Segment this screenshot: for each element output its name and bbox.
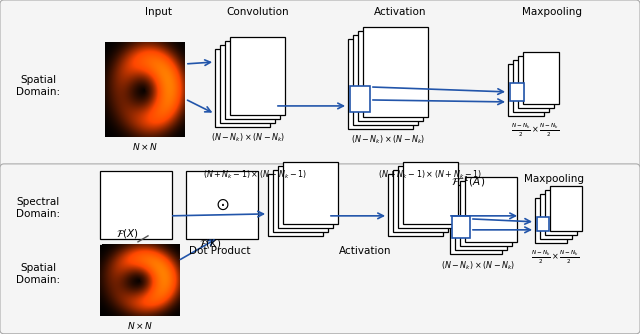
Text: Maxpooling: Maxpooling xyxy=(524,174,584,184)
Bar xyxy=(523,52,559,104)
Text: Spatial
Domain:: Spatial Domain: xyxy=(16,75,60,97)
Bar xyxy=(518,56,554,108)
Bar xyxy=(513,60,549,112)
Bar xyxy=(398,166,453,228)
Bar xyxy=(215,49,270,127)
Bar xyxy=(225,41,280,119)
Text: $(N-N_k)\times(N-N_k)$: $(N-N_k)\times(N-N_k)$ xyxy=(211,132,285,144)
Text: $N\times N$: $N\times N$ xyxy=(132,141,158,152)
Bar xyxy=(353,35,418,125)
Bar xyxy=(388,174,443,236)
Bar xyxy=(450,189,502,254)
Text: $\mathcal{F}(X)$: $\mathcal{F}(X)$ xyxy=(116,227,140,240)
Bar xyxy=(455,185,507,250)
Bar xyxy=(220,45,275,123)
FancyBboxPatch shape xyxy=(0,164,640,334)
Bar xyxy=(545,190,577,235)
Bar xyxy=(537,217,549,231)
Bar xyxy=(393,170,448,232)
Bar xyxy=(100,171,172,239)
Bar xyxy=(186,171,258,239)
Bar xyxy=(283,162,338,224)
Bar xyxy=(460,181,512,246)
Bar xyxy=(452,216,470,238)
Bar xyxy=(230,37,285,115)
Text: Dot Product: Dot Product xyxy=(189,246,251,256)
Text: Input: Input xyxy=(145,7,172,17)
FancyBboxPatch shape xyxy=(0,0,640,170)
Text: Activation: Activation xyxy=(374,7,426,17)
Text: Activation: Activation xyxy=(339,246,391,256)
Text: Maxpooling: Maxpooling xyxy=(522,7,582,17)
Bar xyxy=(540,194,572,239)
Text: Spatial
Domain:: Spatial Domain: xyxy=(16,263,60,285)
Text: $(N+N_k-1)\times(N+N_k-1)$: $(N+N_k-1)\times(N+N_k-1)$ xyxy=(378,169,482,181)
Bar xyxy=(358,31,423,121)
Bar xyxy=(403,162,458,224)
Text: $N\times N$: $N\times N$ xyxy=(127,320,153,331)
Text: $(N-N_k)\times(N-N_k)$: $(N-N_k)\times(N-N_k)$ xyxy=(441,260,515,272)
Bar xyxy=(510,83,524,101)
Bar xyxy=(550,186,582,231)
Bar xyxy=(363,27,428,117)
Bar xyxy=(508,64,544,116)
Text: Convolution: Convolution xyxy=(227,7,289,17)
Text: $\mathcal{F}(K)$: $\mathcal{F}(K)$ xyxy=(198,237,221,250)
Text: $\frac{N-N_k}{2}\times\frac{N-N_k}{2}$: $\frac{N-N_k}{2}\times\frac{N-N_k}{2}$ xyxy=(511,122,559,139)
Text: $(N-N_k)\times(N-N_k)$: $(N-N_k)\times(N-N_k)$ xyxy=(351,134,425,146)
Bar xyxy=(348,39,413,129)
Bar xyxy=(465,177,517,242)
Bar xyxy=(268,174,323,236)
Text: $(N+N_k-1)\times(N+N_k-1)$: $(N+N_k-1)\times(N+N_k-1)$ xyxy=(203,169,307,181)
Bar xyxy=(273,170,328,232)
Bar xyxy=(350,86,370,112)
Text: $\frac{N-N_k}{2}\times\frac{N-N_k}{2}$: $\frac{N-N_k}{2}\times\frac{N-N_k}{2}$ xyxy=(531,249,579,266)
Bar xyxy=(535,198,567,243)
Text: $\odot$: $\odot$ xyxy=(215,196,229,214)
Text: $\mathcal{F}^{-1}(A)$: $\mathcal{F}^{-1}(A)$ xyxy=(451,174,485,189)
Text: Spectral
Domain:: Spectral Domain: xyxy=(16,197,60,219)
Bar xyxy=(278,166,333,228)
